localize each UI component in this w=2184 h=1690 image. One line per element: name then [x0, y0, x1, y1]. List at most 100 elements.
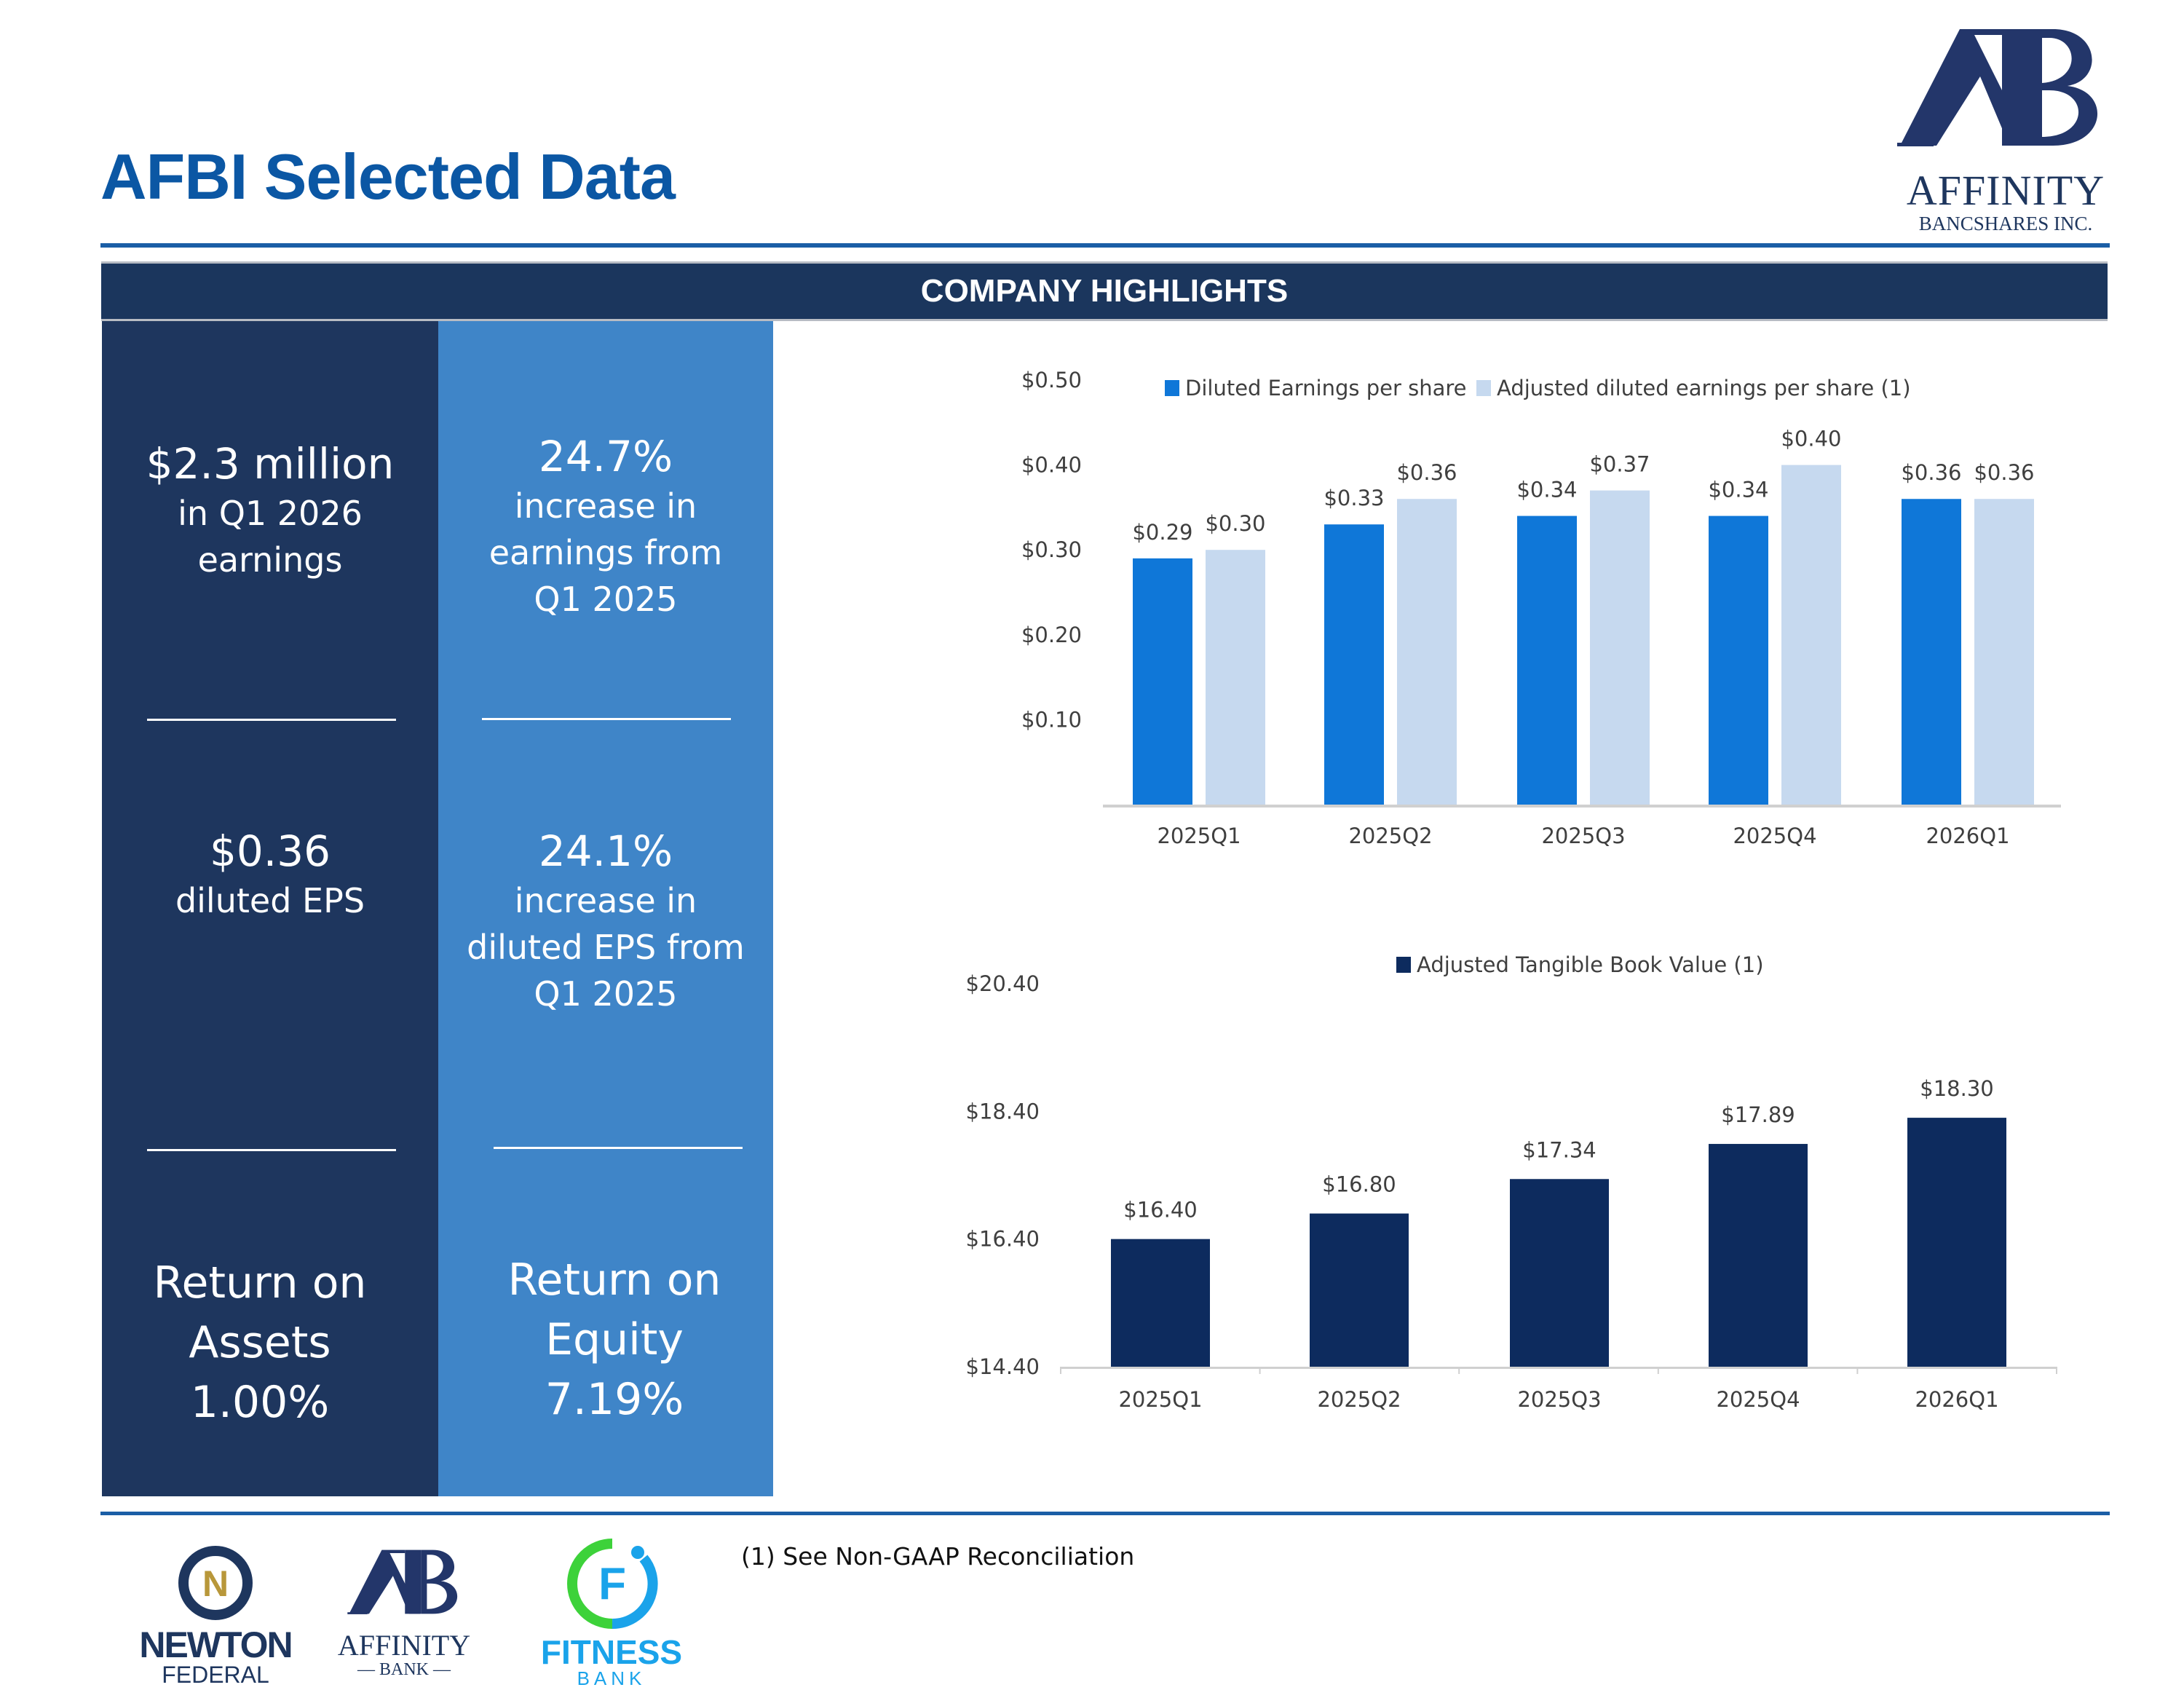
kpi-label: Assets	[189, 1317, 331, 1368]
data-label: $16.40	[1123, 1198, 1197, 1223]
section-title: COMPANY HIGHLIGHTS	[920, 273, 1289, 309]
bar-adjusted-eps	[1397, 499, 1457, 805]
data-label: $0.36	[1974, 460, 2034, 485]
kpi-value: $2.3 million	[146, 439, 395, 489]
data-label: $16.80	[1322, 1172, 1396, 1197]
logo-name: NEWTON	[139, 1624, 293, 1665]
y-tick-label: $16.40	[966, 1227, 1040, 1252]
ab-monogram-icon	[1897, 29, 2098, 146]
data-label: $0.33	[1324, 486, 1384, 510]
logo-name: AFFINITY	[337, 1629, 471, 1662]
legend-label: Adjusted diluted earnings per share (1)	[1497, 376, 1911, 400]
kpi-divider	[147, 1149, 396, 1151]
kpi-earnings-growth: 24.7% increase in earnings from Q1 2025	[438, 430, 773, 623]
x-axis-tick	[2056, 1367, 2057, 1374]
bar-adjusted-eps	[1206, 550, 1265, 805]
logo-name: FITNESS	[540, 1633, 683, 1671]
data-label: $0.34	[1708, 478, 1768, 502]
y-tick-label: $0.10	[1021, 707, 1082, 732]
legend-label: Adjusted Tangible Book Value (1)	[1417, 952, 1764, 977]
kpi-label: Q1 2025	[534, 974, 678, 1014]
logo-name: AFFINITY	[1906, 167, 2105, 214]
kpi-divider	[494, 1147, 743, 1149]
bar-tangible-book-value	[1111, 1239, 1210, 1367]
y-tick-label: $0.50	[1021, 368, 1082, 392]
x-tick-label: 2025Q2	[1317, 1387, 1401, 1412]
x-tick-label: 2025Q2	[1348, 824, 1432, 848]
logo-mark: N	[202, 1563, 229, 1604]
bar-adjusted-eps	[1974, 499, 2034, 805]
kpi-label: Return on	[507, 1255, 721, 1306]
kpi-eps: $0.36 diluted EPS	[102, 825, 438, 924]
bar-diluted-eps	[1902, 499, 1961, 805]
x-axis-tick	[1060, 1367, 1061, 1374]
ab-bank-monogram-icon	[347, 1549, 458, 1614]
y-tick-label: $0.20	[1021, 623, 1082, 647]
highlights-left-column: $2.3 million in Q1 2026 earnings $0.36 d…	[102, 321, 438, 1496]
data-label: $0.29	[1132, 520, 1192, 545]
x-tick-label: 2025Q1	[1118, 1387, 1202, 1412]
kpi-label: earnings from	[488, 533, 723, 572]
logo-mark: F	[598, 1559, 626, 1609]
legend-swatch	[1396, 957, 1411, 973]
bar-diluted-eps	[1517, 516, 1577, 805]
bar-diluted-eps	[1709, 516, 1768, 805]
data-label: $0.36	[1901, 460, 1961, 485]
y-tick-label: $0.40	[1021, 453, 1082, 478]
legend-swatch	[1165, 380, 1179, 396]
bar-tangible-book-value	[1310, 1213, 1409, 1367]
kpi-earnings: $2.3 million in Q1 2026 earnings	[102, 438, 438, 583]
data-label: $0.34	[1516, 478, 1577, 502]
section-header: COMPANY HIGHLIGHTS	[101, 261, 2108, 321]
logo-sub: BANK	[577, 1667, 646, 1689]
data-label: $17.89	[1721, 1102, 1795, 1127]
bar-adjusted-eps	[1590, 490, 1650, 805]
x-tick-label: 2026Q1	[1926, 824, 2009, 848]
kpi-label: Q1 2025	[534, 580, 678, 619]
title-divider	[100, 243, 2110, 248]
data-label: $0.40	[1781, 427, 1841, 451]
affinity-bancshares-logo: AFFINITY BANCSHARES INC.	[1893, 22, 2118, 240]
kpi-label: increase in	[514, 486, 697, 526]
kpi-label: diluted EPS from	[467, 928, 745, 967]
bar-diluted-eps	[1324, 524, 1384, 805]
kpi-roa: Return on Assets 1.00%	[92, 1253, 428, 1432]
newton-federal-logo: N NEWTON FEDERAL	[128, 1544, 303, 1689]
data-label: $0.30	[1205, 511, 1265, 536]
footer-divider	[100, 1512, 2110, 1515]
kpi-label: increase in	[514, 881, 697, 920]
y-tick-label: $0.30	[1021, 537, 1082, 562]
y-tick-label: $18.40	[966, 1099, 1040, 1124]
kpi-value: 7.19%	[545, 1374, 684, 1425]
kpi-divider	[147, 719, 396, 721]
bar-tangible-book-value	[1907, 1118, 2006, 1367]
kpi-value: 24.1%	[538, 826, 673, 876]
bar-adjusted-eps	[1781, 465, 1841, 805]
kpi-label: diluted EPS	[175, 881, 365, 920]
logo-subtitle: BANCSHARES INC.	[1918, 213, 2093, 234]
x-tick-label: 2025Q4	[1733, 824, 1816, 848]
data-label: $18.30	[1920, 1076, 1993, 1101]
data-label: $0.36	[1396, 460, 1457, 485]
x-tick-label: 2025Q3	[1541, 824, 1625, 848]
bar-tangible-book-value	[1709, 1144, 1808, 1367]
x-axis-line	[1103, 805, 2061, 808]
x-axis-tick	[1657, 1367, 1659, 1374]
kpi-divider	[482, 718, 731, 720]
x-axis-tick	[1458, 1367, 1460, 1374]
newton-n-icon: N	[178, 1546, 253, 1620]
fitness-bank-logo: F FITNESS BANK	[539, 1536, 684, 1689]
kpi-label: in Q1 2026	[178, 494, 363, 533]
affinity-bank-logo: AFFINITY — BANK —	[335, 1542, 473, 1688]
x-axis-tick	[1856, 1367, 1859, 1374]
kpi-roe: Return on Equity 7.19%	[447, 1250, 782, 1429]
logo-sub: FEDERAL	[162, 1662, 269, 1688]
y-tick-label: $20.40	[966, 971, 1040, 996]
x-axis-tick	[1259, 1367, 1261, 1374]
legend-swatch	[1476, 380, 1491, 396]
x-tick-label: 2025Q4	[1716, 1387, 1800, 1412]
y-tick-label: $14.40	[966, 1354, 1040, 1379]
data-label: $17.34	[1522, 1137, 1596, 1162]
logo-sub: — BANK —	[357, 1660, 451, 1679]
